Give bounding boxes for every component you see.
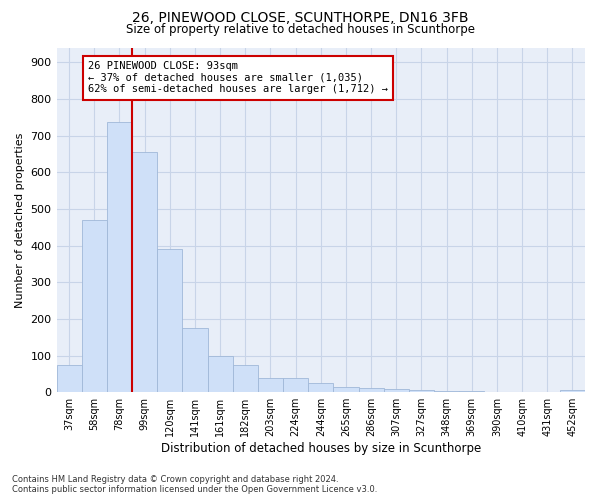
Y-axis label: Number of detached properties: Number of detached properties xyxy=(15,132,25,308)
Bar xyxy=(434,390,459,392)
Bar xyxy=(560,390,585,392)
Text: 26 PINEWOOD CLOSE: 93sqm
← 37% of detached houses are smaller (1,035)
62% of sem: 26 PINEWOOD CLOSE: 93sqm ← 37% of detach… xyxy=(88,62,388,94)
Bar xyxy=(283,378,308,392)
Bar xyxy=(56,366,82,392)
Text: 26, PINEWOOD CLOSE, SCUNTHORPE, DN16 3FB: 26, PINEWOOD CLOSE, SCUNTHORPE, DN16 3FB xyxy=(132,11,468,25)
Bar xyxy=(409,390,434,392)
Bar xyxy=(359,388,383,392)
Bar xyxy=(82,220,107,392)
Bar xyxy=(383,390,409,392)
Bar xyxy=(107,122,132,392)
Bar xyxy=(208,356,233,392)
Bar xyxy=(334,387,359,392)
Bar xyxy=(258,378,283,392)
Bar xyxy=(182,328,208,392)
Text: Size of property relative to detached houses in Scunthorpe: Size of property relative to detached ho… xyxy=(125,22,475,36)
Bar xyxy=(132,152,157,392)
Text: Contains HM Land Registry data © Crown copyright and database right 2024.
Contai: Contains HM Land Registry data © Crown c… xyxy=(12,474,377,494)
Bar xyxy=(233,364,258,392)
X-axis label: Distribution of detached houses by size in Scunthorpe: Distribution of detached houses by size … xyxy=(161,442,481,455)
Bar xyxy=(157,249,182,392)
Bar xyxy=(308,382,334,392)
